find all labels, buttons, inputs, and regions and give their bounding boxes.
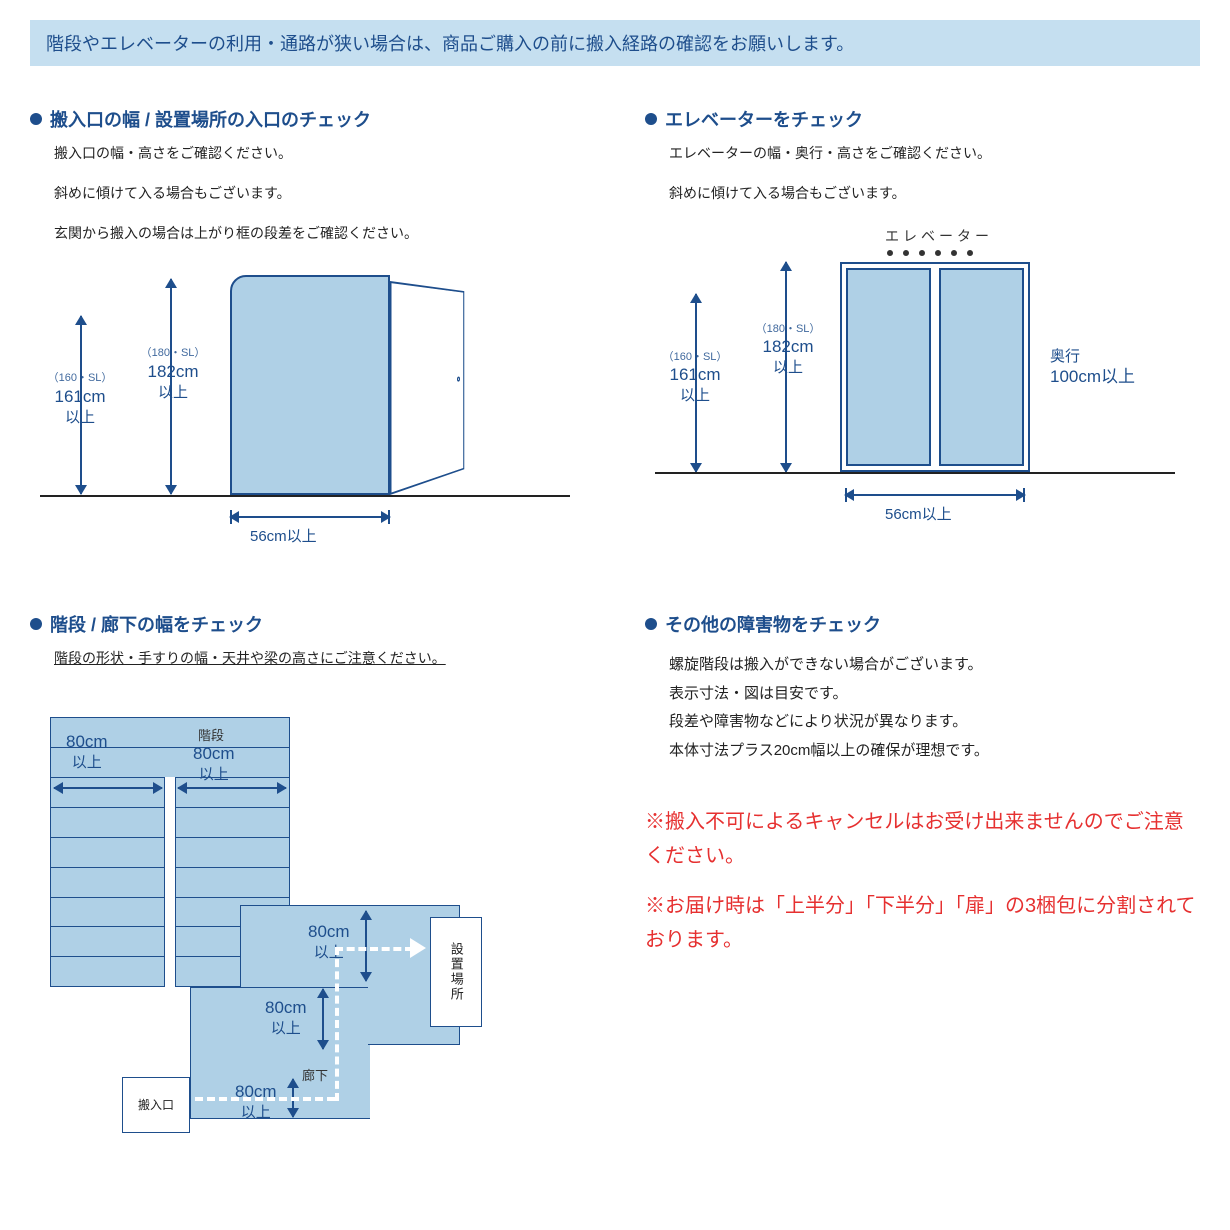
title-text: その他の障害物をチェック [665,611,881,637]
path-arrowhead-icon [410,938,426,958]
width-label: 56cm以上 [885,505,952,525]
note-line: 表示寸法・図は目安です。 [669,680,1200,709]
width-arrow [54,787,162,789]
notes-block: 螺旋階段は搬入ができない場合がございます。 表示寸法・図は目安です。 段差や障害… [669,651,1200,765]
section-stairs: 階段 / 廊下の幅をチェック 階段の形状・手すりの幅・天井や梁の高さにご注意くだ… [30,611,585,1167]
title-text: 搬入口の幅 / 設置場所の入口のチェック [50,106,371,132]
note-line: 本体寸法プラス20cm幅以上の確保が理想です。 [669,737,1200,766]
bullet-icon [30,618,42,630]
height-label-160: （160・SL） 161cm 以上 [655,350,735,406]
path-segment [335,947,413,951]
height-label-180: （180・SL） 182cm 以上 [128,346,218,402]
entry-box: 搬入口 [122,1077,190,1133]
v-arrow [365,911,367,981]
elevator-door-right [939,268,1024,466]
warning-text: ※お届け時は「上半分」「下半分」「扉」の3梱包に分割されております。 [645,889,1200,957]
bullet-icon [645,618,657,630]
v-arrow [322,989,324,1049]
section-title: エレベーターをチェック [645,106,1200,132]
door-knob-icon [457,377,460,382]
w80-label: 80cm以上 [265,997,307,1039]
elevator-label: エレベーター [885,226,993,246]
install-location: 設置場所 [430,917,482,1027]
floor-line [40,495,570,497]
section-title: 階段 / 廊下の幅をチェック [30,611,585,637]
elevator-door-left [846,268,931,466]
width-arrow [845,494,1025,496]
width-arrow [230,516,390,518]
path-segment [335,947,339,1101]
height-label-160: （160・SL） 161cm 以上 [40,371,120,427]
bullet-icon [645,113,657,125]
section-title: 搬入口の幅 / 設置場所の入口のチェック [30,106,585,132]
desc-line: 階段の形状・手すりの幅・天井や梁の高さにご注意ください。 [54,647,585,671]
w80-label: 80cm以上 [308,921,350,963]
door-open [390,281,464,495]
desc-line: 玄関から搬入の場合は上がり框の段差をご確認ください。 [54,222,585,246]
height-label-180: （180・SL） 182cm 以上 [743,322,833,378]
bullet-icon [30,113,42,125]
elevator-diagram: エレベーター （160・SL） 161cm 以上 （180・SL） 182cm … [655,222,1200,542]
section-obstacles: その他の障害物をチェック 螺旋階段は搬入ができない場合がございます。 表示寸法・… [645,611,1200,1167]
banner: 階段やエレベーターの利用・通路が狭い場合は、商品ご購入の前に搬入経路の確認をお願… [30,20,1200,66]
desc-line: 斜めに傾けて入る場合もございます。 [54,182,585,206]
section-elevator: エレベーターをチェック エレベーターの幅・奥行・高さをご確認ください。 斜めに傾… [645,106,1200,561]
door-diagram: （160・SL） 161cm 以上 （180・SL） 182cm 以上 [40,261,585,561]
corridor-label: 廊下 [302,1065,328,1084]
desc-line: 斜めに傾けて入る場合もございます。 [669,182,1200,206]
w80-label: 80cm以上 [193,743,235,785]
w80-label: 80cm以上 [66,731,108,773]
section-entrance: 搬入口の幅 / 設置場所の入口のチェック 搬入口の幅・高さをご確認ください。 斜… [30,106,585,561]
warning-text: ※搬入不可によるキャンセルはお受け出来ませんのでご注意ください。 [645,805,1200,873]
w80-label: 80cm以上 [235,1081,277,1123]
elevator-indicator-dots [887,250,973,256]
title-text: 階段 / 廊下の幅をチェック [50,611,263,637]
desc-line: 搬入口の幅・高さをご確認ください。 [54,142,585,166]
note-line: 螺旋階段は搬入ができない場合がございます。 [669,651,1200,680]
warning-block: ※搬入不可によるキャンセルはお受け出来ませんのでご注意ください。 ※お届け時は「… [645,805,1200,957]
floor-line [655,472,1175,474]
note-line: 段差や障害物などにより状況が異なります。 [669,708,1200,737]
desc-line: エレベーターの幅・奥行・高さをご確認ください。 [669,142,1200,166]
depth-label: 奥行 100cm以上 [1050,347,1135,389]
path-segment [195,1097,335,1101]
elevator-frame [840,262,1030,472]
stair-label: 階段 [198,725,224,744]
corridor-upper [240,905,460,987]
stair-gap [164,777,176,987]
title-text: エレベーターをチェック [665,106,863,132]
width-label: 56cm以上 [250,527,317,547]
stairs-diagram: 階段 80cm以上 80cm以上 設置場所 搬入口 廊下 [30,687,585,1167]
door-closed [230,275,390,495]
section-title: その他の障害物をチェック [645,611,1200,637]
width-arrow [178,787,286,789]
